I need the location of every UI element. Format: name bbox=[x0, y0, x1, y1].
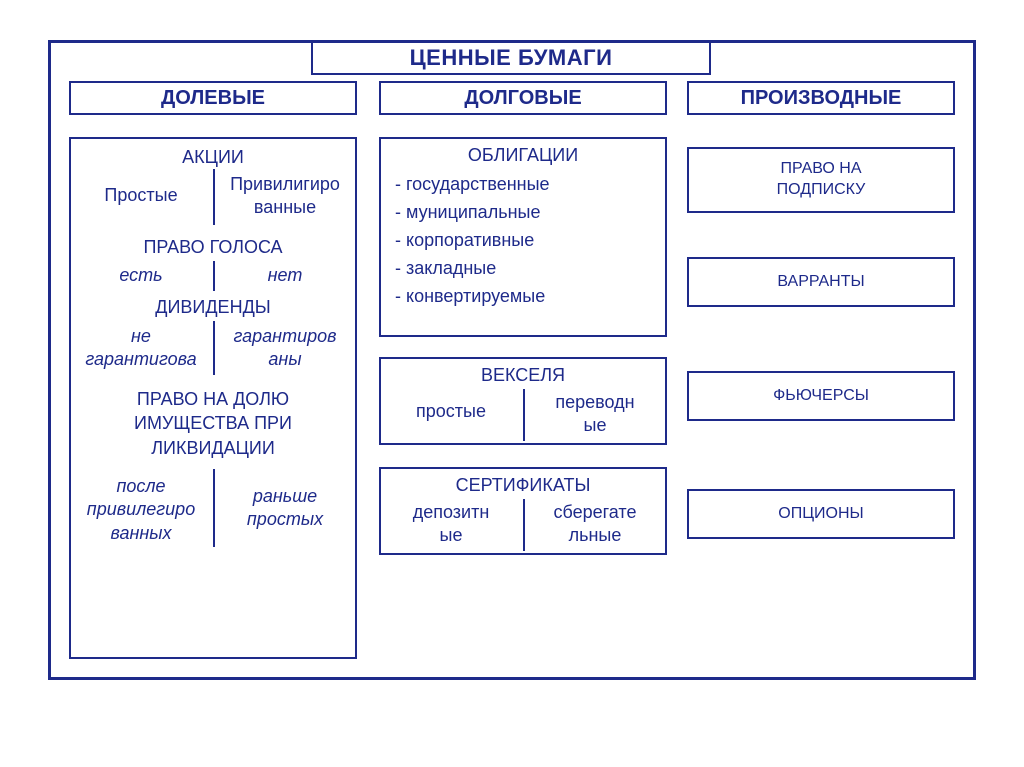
bonds-title: ОБЛИГАЦИИ bbox=[381, 145, 665, 166]
stocks-left: Простые bbox=[71, 185, 211, 206]
bonds-item: корпоративные bbox=[395, 227, 655, 255]
vote-left: есть bbox=[71, 265, 211, 286]
diagram-frame: ЦЕННЫЕ БУМАГИ ДОЛЕВЫЕ ДОЛГОВЫЕ ПРОИЗВОДН… bbox=[48, 40, 976, 680]
deriv-item-1: ВАРРАНТЫ bbox=[687, 257, 955, 307]
col-header-debt: ДОЛГОВЫЕ bbox=[379, 81, 667, 115]
vote-right: нет bbox=[215, 265, 355, 286]
bills-title: ВЕКСЕЛЯ bbox=[381, 365, 665, 386]
stocks-title: АКЦИИ bbox=[71, 147, 355, 168]
equity-box: АКЦИИ Простые Привилигиро ванные ПРАВО Г… bbox=[69, 137, 357, 659]
cert-right: сберегате льные bbox=[525, 501, 665, 546]
div-right: гарантиров аны bbox=[215, 325, 355, 370]
vote-title: ПРАВО ГОЛОСА bbox=[71, 237, 355, 258]
col-header-derivative: ПРОИЗВОДНЫЕ bbox=[687, 81, 955, 115]
bonds-item: муниципальные bbox=[395, 199, 655, 227]
stocks-right: Привилигиро ванные bbox=[215, 173, 355, 218]
cert-left: депозитн ые bbox=[381, 501, 521, 546]
deriv-item-3: ОПЦИОНЫ bbox=[687, 489, 955, 539]
div-title: ДИВИДЕНДЫ bbox=[71, 297, 355, 318]
liq-right: раньше простых bbox=[215, 485, 355, 532]
liq-left: после привилегиро ванных bbox=[71, 475, 211, 545]
cert-box: СЕРТИФИКАТЫ депозитн ые сберегате льные bbox=[379, 467, 667, 555]
bonds-box: ОБЛИГАЦИИ государственные муниципальные … bbox=[379, 137, 667, 337]
bills-box: ВЕКСЕЛЯ простые переводн ые bbox=[379, 357, 667, 445]
div-left: не гарантигова bbox=[71, 325, 211, 370]
deriv-item-2: ФЬЮЧЕРСЫ bbox=[687, 371, 955, 421]
col-header-equity: ДОЛЕВЫЕ bbox=[69, 81, 357, 115]
bills-right: переводн ые bbox=[525, 391, 665, 436]
bonds-item: конвертируемые bbox=[395, 283, 655, 311]
bonds-items: государственные муниципальные корпоратив… bbox=[395, 171, 655, 310]
bills-left: простые bbox=[381, 401, 521, 422]
liq-title: ПРАВО НА ДОЛЮ ИМУЩЕСТВА ПРИ ЛИКВИДАЦИИ bbox=[71, 387, 355, 460]
diagram-title: ЦЕННЫЕ БУМАГИ bbox=[311, 41, 711, 75]
cert-title: СЕРТИФИКАТЫ bbox=[381, 475, 665, 496]
deriv-item-0: ПРАВО НА ПОДПИСКУ bbox=[687, 147, 955, 213]
bonds-item: закладные bbox=[395, 255, 655, 283]
bonds-item: государственные bbox=[395, 171, 655, 199]
